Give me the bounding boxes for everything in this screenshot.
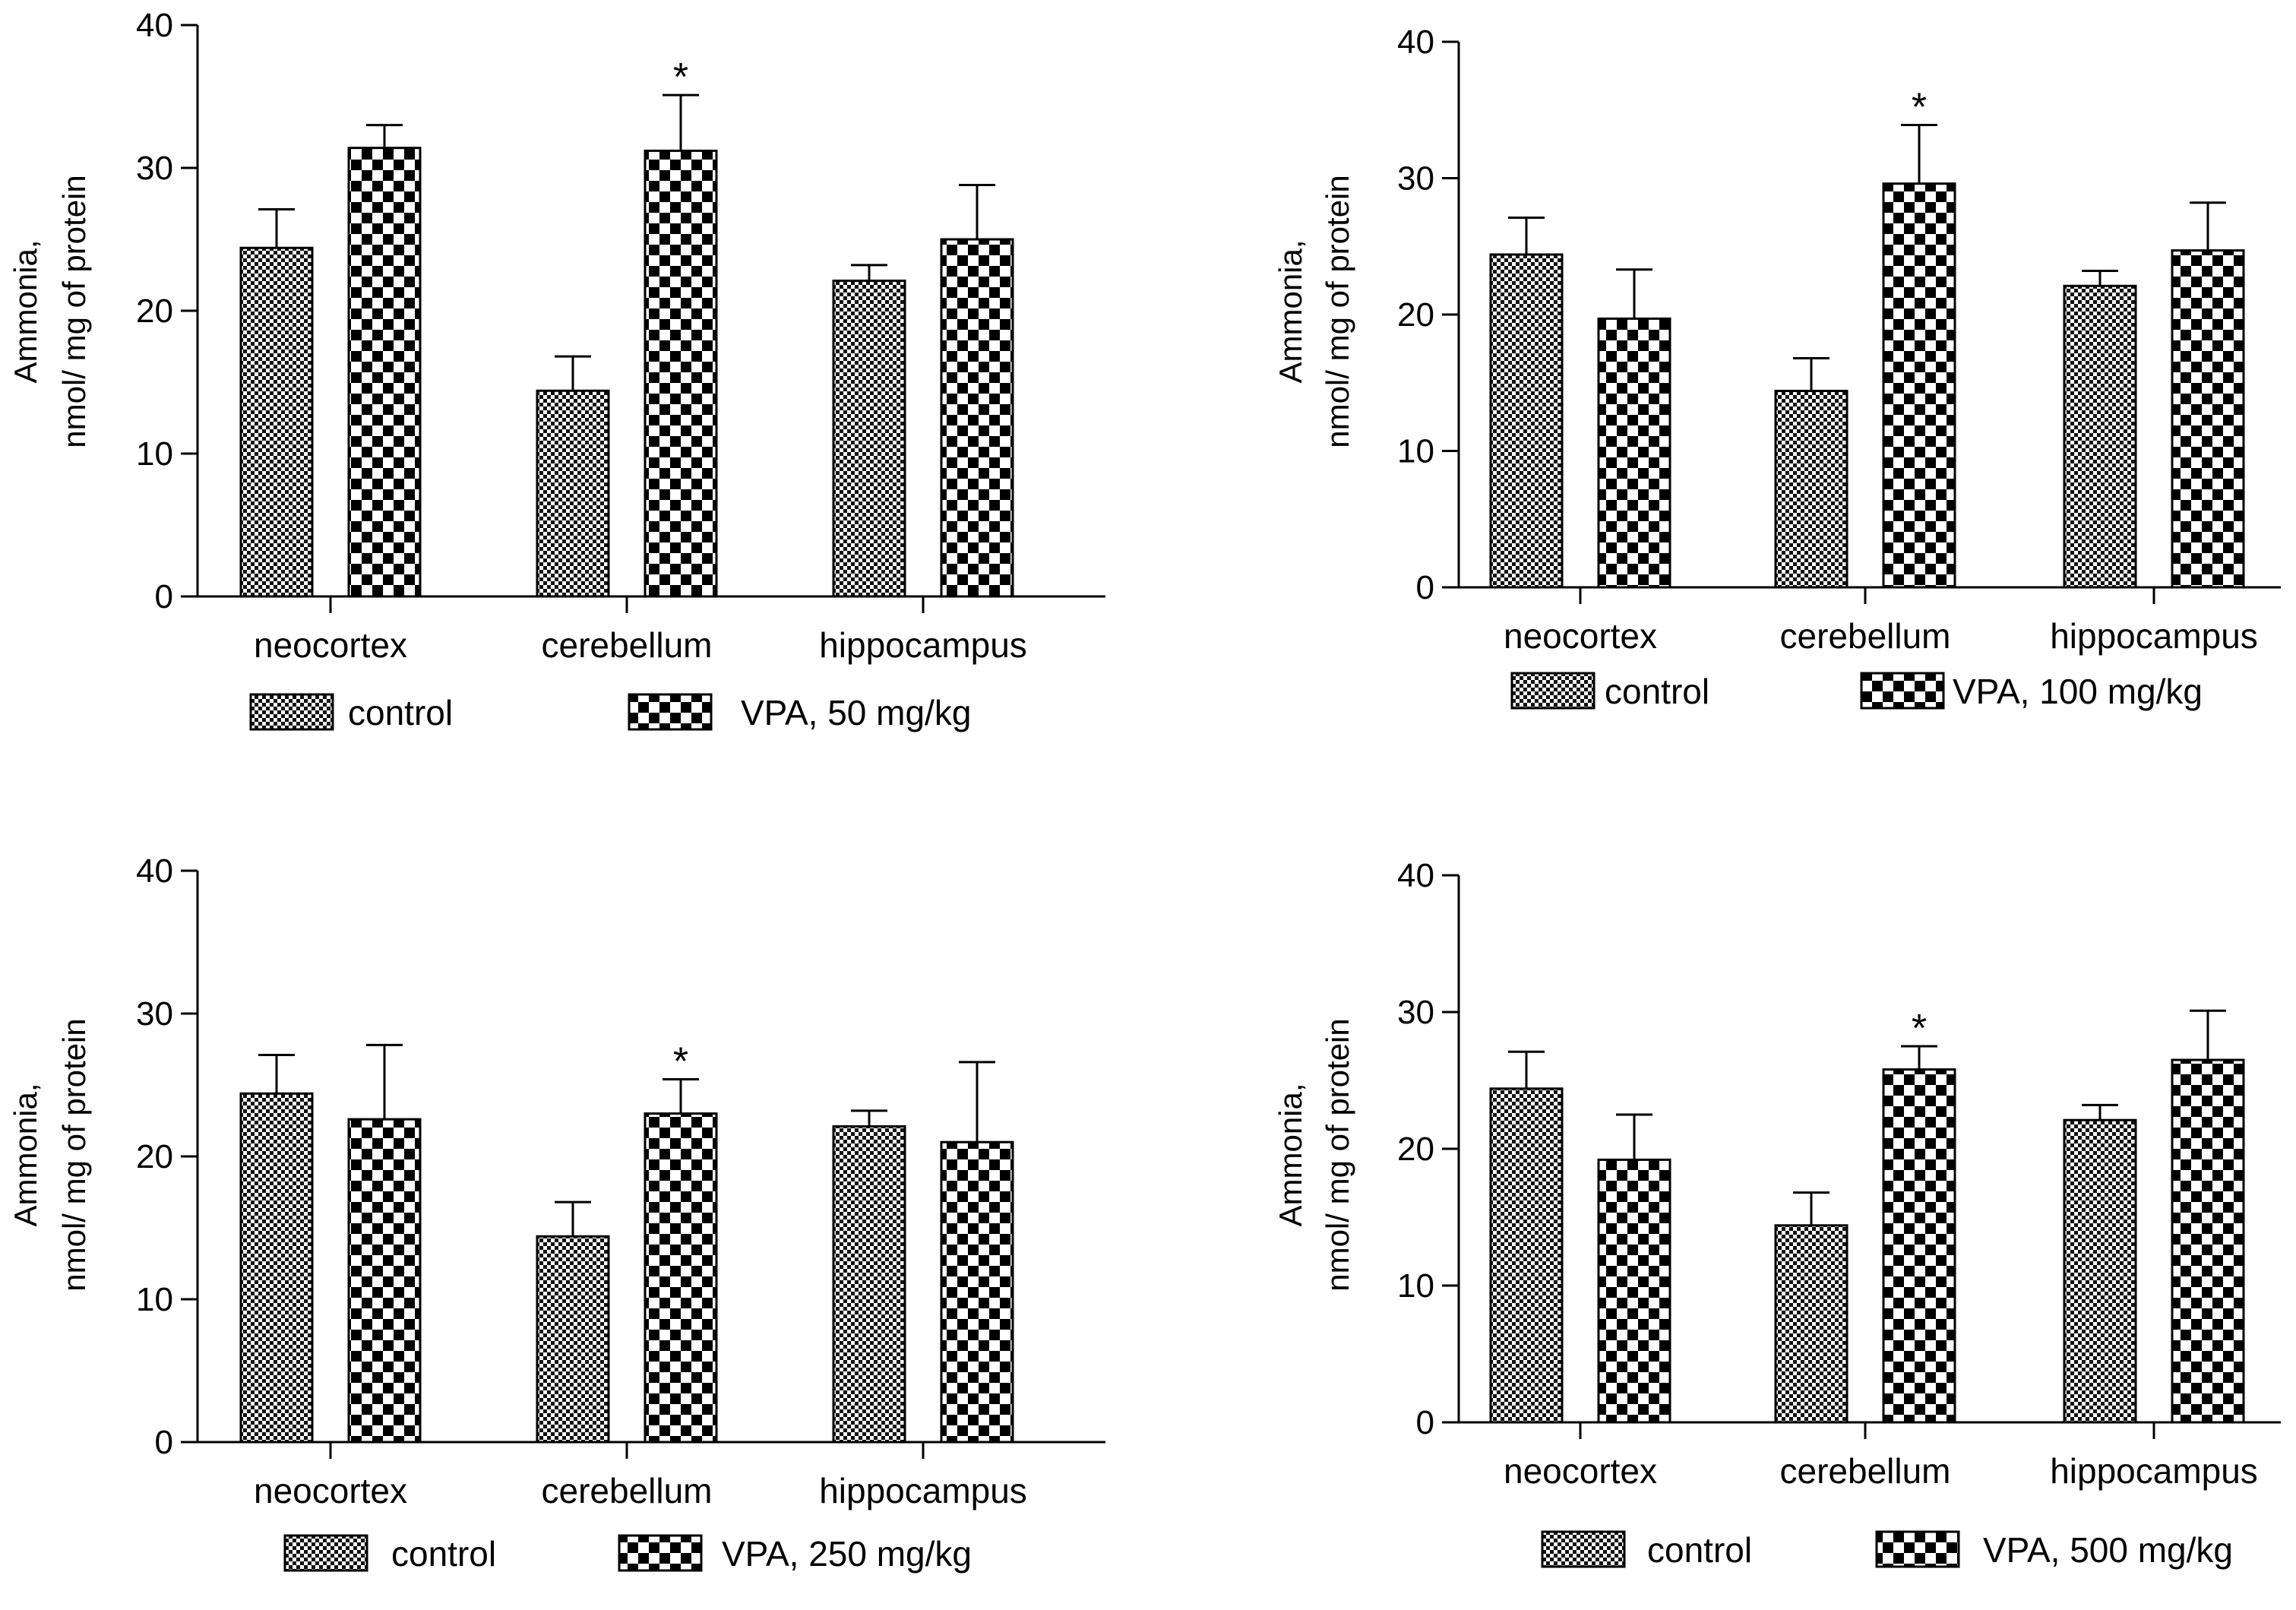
legend-label-vpa: VPA, 500 mg/kg <box>1983 1530 2233 1570</box>
bar-vpa-cerebellum <box>1882 182 1956 589</box>
legend-swatch-vpa <box>628 693 713 731</box>
y-tick-label: 20 <box>1397 1131 1434 1168</box>
chart-panel-3: 0 10 20 30 40 Ammonia, nmol/ mg of protein neoc… <box>8 852 1105 1574</box>
legend-label-control: control <box>1605 672 1709 711</box>
y-axis-title: nmol/ mg of protein <box>56 1018 92 1292</box>
y-tick-label: 40 <box>136 7 173 44</box>
y-tick-label: 10 <box>1397 433 1434 470</box>
y-axis-title: nmol/ mg of protein <box>1320 1018 1355 1292</box>
y-tick-label: 20 <box>1397 296 1434 334</box>
significance-asterisk: * <box>1912 1007 1927 1051</box>
legend-label-control: control <box>391 1534 496 1574</box>
bar-vpa-neocortex <box>1597 1158 1671 1424</box>
y-tick-label: 20 <box>136 293 173 330</box>
y-tick-label: 0 <box>155 578 173 615</box>
bar-vpa-hippocampus <box>2171 1058 2245 1424</box>
legend-swatch-control <box>1510 672 1595 710</box>
bar-vpa-neocortex <box>1597 317 1671 589</box>
significance-asterisk: * <box>673 55 688 100</box>
bar-control-hippocampus <box>832 1125 906 1444</box>
y-tick-label: 30 <box>1397 160 1434 198</box>
x-tick-label: hippocampus <box>2050 1451 2258 1491</box>
y-axis-title: Ammonia, <box>8 1083 43 1226</box>
legend-swatch-control <box>283 1534 368 1572</box>
legend-swatch-vpa <box>1860 672 1945 710</box>
x-tick-label: neocortex <box>1504 616 1657 656</box>
bar-vpa-cerebellum <box>644 149 718 598</box>
x-tick-label: neocortex <box>254 1471 407 1510</box>
y-tick-label: 0 <box>155 1424 173 1461</box>
x-tick-label: cerebellum <box>542 1471 713 1510</box>
bar-control-cerebellum <box>536 1235 610 1444</box>
bar-control-neocortex <box>239 246 314 598</box>
x-tick-label: neocortex <box>254 625 407 665</box>
x-tick-label: cerebellum <box>1780 1451 1951 1491</box>
bar-vpa-hippocampus <box>940 238 1014 598</box>
legend-swatch-vpa <box>1875 1530 1960 1568</box>
x-tick-label: cerebellum <box>542 625 713 665</box>
legend-swatch-vpa <box>618 1534 703 1572</box>
legend-label-control: control <box>1647 1530 1752 1570</box>
y-axis-title: nmol/ mg of protein <box>56 175 92 448</box>
y-tick-label: 10 <box>136 435 173 473</box>
legend-label-vpa: VPA, 50 mg/kg <box>741 693 971 732</box>
y-tick-label: 40 <box>1397 857 1434 894</box>
legend-swatch-control <box>1541 1530 1626 1568</box>
legend-label-control: control <box>348 693 453 732</box>
bar-control-hippocampus <box>2063 284 2137 589</box>
bar-vpa-cerebellum <box>644 1112 718 1444</box>
y-axis-title: Ammonia, <box>8 239 43 383</box>
y-tick-label: 40 <box>1397 24 1434 61</box>
bar-control-neocortex <box>1489 253 1564 589</box>
bar-control-neocortex <box>1489 1087 1564 1424</box>
legend-label-vpa: VPA, 250 mg/kg <box>722 1534 972 1574</box>
bar-vpa-neocortex <box>347 147 422 598</box>
y-axis-title: nmol/ mg of protein <box>1320 175 1355 448</box>
y-axis-title: Ammonia, <box>1273 1083 1308 1226</box>
legend-label-vpa: VPA, 100 mg/kg <box>1953 672 2203 711</box>
bar-control-hippocampus <box>832 280 906 598</box>
bar-vpa-hippocampus <box>2171 249 2245 589</box>
y-tick-label: 30 <box>1397 994 1434 1031</box>
y-tick-label: 10 <box>1397 1267 1434 1305</box>
y-axis-title: Ammonia, <box>1273 239 1308 383</box>
y-tick-label: 40 <box>136 852 173 890</box>
bar-control-cerebellum <box>1774 1224 1849 1424</box>
y-tick-label: 10 <box>136 1281 173 1318</box>
bar-vpa-neocortex <box>347 1118 422 1444</box>
x-tick-label: hippocampus <box>2050 616 2258 656</box>
y-tick-label: 30 <box>136 150 173 187</box>
y-tick-label: 30 <box>136 995 173 1033</box>
bar-control-hippocampus <box>2063 1118 2137 1424</box>
bar-control-neocortex <box>239 1092 314 1444</box>
bar-control-cerebellum <box>1774 390 1849 589</box>
x-tick-label: hippocampus <box>819 1471 1027 1510</box>
x-tick-label: cerebellum <box>1780 616 1951 656</box>
bar-control-cerebellum <box>536 389 610 598</box>
legend-swatch-control <box>249 693 334 731</box>
chart-panel-2: 0 10 20 30 40 Ammonia, nmol/ mg of protein neoc… <box>1273 24 2281 711</box>
x-tick-label: neocortex <box>1504 1451 1657 1491</box>
significance-asterisk: * <box>673 1039 688 1083</box>
chart-panel-4: 0 10 20 30 40 Ammonia, nmol/ mg of protein neoc… <box>1273 857 2281 1570</box>
y-tick-label: 20 <box>136 1138 173 1175</box>
y-tick-label: 0 <box>1416 1404 1434 1441</box>
chart-panel-1: 0 10 20 30 40 Ammonia, nmol/ mg of protein neoc… <box>8 7 1105 732</box>
x-tick-label: hippocampus <box>819 625 1027 665</box>
y-tick-label: 0 <box>1416 569 1434 606</box>
bar-vpa-cerebellum <box>1882 1068 1956 1424</box>
bar-vpa-hippocampus <box>940 1140 1014 1444</box>
significance-asterisk: * <box>1912 85 1927 129</box>
